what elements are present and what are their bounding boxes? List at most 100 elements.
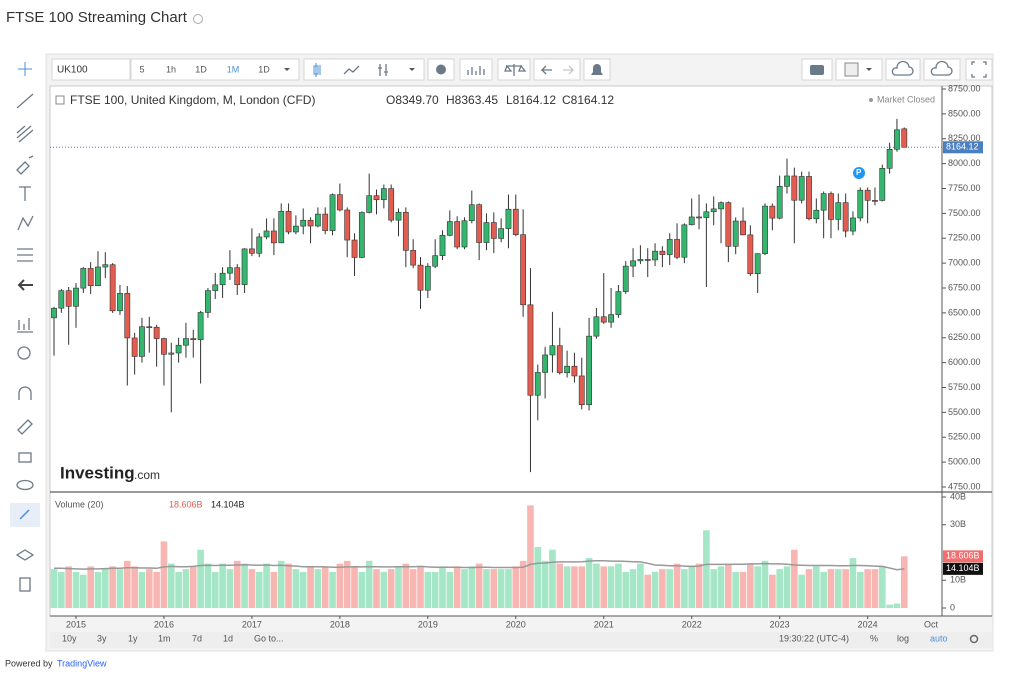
volume-bar	[395, 566, 402, 608]
candle-body	[446, 221, 453, 236]
brush-tool[interactable]	[16, 155, 34, 175]
candle-body	[285, 211, 292, 233]
volume-bar	[299, 571, 307, 608]
ohlc-low: L8164.12	[506, 93, 556, 107]
volume-bar	[607, 566, 615, 608]
volume-bar	[116, 569, 124, 608]
range-button[interactable]: 3y	[97, 633, 107, 643]
indicators-icon	[467, 66, 485, 75]
indicators-button[interactable]	[459, 58, 493, 81]
pivot-marker[interactable]	[853, 167, 865, 179]
volume-bar	[835, 569, 842, 608]
volume-bar	[475, 563, 483, 608]
fullscreen-button[interactable]	[965, 58, 993, 81]
color-button[interactable]	[835, 58, 883, 81]
redo-icon[interactable]	[563, 65, 575, 75]
zoom-tool[interactable]	[17, 346, 31, 360]
volume-bar	[307, 566, 314, 608]
volume-tick-label: 10B	[950, 575, 966, 585]
pattern-tool[interactable]	[17, 215, 34, 231]
volume-bar	[541, 560, 549, 608]
volume-bar	[50, 569, 58, 608]
symbol-input[interactable]	[51, 58, 131, 81]
info-icon[interactable]	[193, 14, 203, 24]
volume-bar	[622, 571, 630, 608]
volume-bar	[277, 560, 285, 608]
volume-bar	[871, 569, 879, 608]
volume-bar	[285, 563, 292, 608]
candle-body	[622, 265, 629, 292]
x-tick-label: 2021	[594, 619, 614, 629]
fib-tool[interactable]	[16, 125, 34, 143]
link-tool[interactable]	[19, 509, 30, 520]
volume-bar	[527, 505, 534, 608]
volume-tick-label: 0	[950, 602, 955, 612]
fullscreen-icon	[971, 61, 987, 78]
interval-buttons: 5 1h 1D 1M 1D	[130, 58, 300, 81]
market-status: Market Closed	[877, 94, 935, 104]
x-tick-label: 2019	[418, 619, 438, 629]
measure-tool[interactable]	[17, 318, 33, 333]
y-tick-label: 6250.00	[948, 332, 981, 342]
candle-body	[454, 221, 461, 248]
interval[interactable]: 1D	[195, 64, 207, 74]
trendline-tool[interactable]	[16, 93, 34, 109]
settings-icon[interactable]	[969, 634, 979, 644]
y-tick-label: 7000.00	[948, 258, 981, 268]
interval[interactable]: 1D	[258, 64, 270, 74]
x-tick-label: 2016	[154, 619, 174, 629]
delete-tool[interactable]	[19, 577, 31, 592]
auto-toggle[interactable]: auto	[930, 633, 948, 643]
range-button[interactable]: 10y	[62, 633, 77, 643]
save-button[interactable]	[923, 58, 961, 81]
dropdown-arrow[interactable]	[284, 68, 290, 71]
range-button[interactable]: 1y	[128, 633, 138, 643]
back-tool[interactable]	[17, 279, 33, 291]
y-tick-label: 5250.00	[948, 432, 981, 442]
log-toggle[interactable]: log	[897, 633, 909, 643]
candle-body	[710, 208, 717, 213]
volume-bar	[160, 541, 168, 608]
range-button[interactable]: 7d	[192, 633, 202, 643]
interval[interactable]: 1M	[227, 64, 240, 74]
crosshair-tool[interactable]	[18, 62, 32, 76]
volume-bar	[94, 571, 102, 608]
volume-bar	[431, 571, 439, 608]
interval[interactable]: 5	[139, 64, 144, 74]
y-tick-label: 8250.00	[948, 133, 981, 143]
collapse-icon[interactable]	[55, 95, 65, 105]
line-icon[interactable]	[343, 65, 360, 75]
volume-bar	[417, 566, 424, 608]
candle-body	[857, 189, 864, 219]
hide-tool[interactable]	[16, 479, 34, 491]
load-button[interactable]	[885, 58, 921, 81]
lock-tool[interactable]	[18, 452, 32, 463]
stay-drawing-tool[interactable]	[17, 419, 33, 435]
provider-link[interactable]: TradingView	[57, 658, 107, 668]
range-button[interactable]: 1m	[158, 633, 171, 643]
volume-bar	[585, 558, 593, 608]
candle-body	[329, 194, 336, 231]
candle-body	[461, 220, 468, 248]
dropdown-arrow[interactable]	[409, 68, 415, 71]
candle-body	[586, 335, 592, 406]
prediction-tool[interactable]	[17, 248, 33, 262]
text-tool[interactable]	[19, 186, 31, 201]
volume-bar	[878, 566, 886, 608]
magnet-tool[interactable]	[18, 386, 32, 400]
dropdown-arrow	[866, 68, 872, 71]
volume-bar	[336, 563, 344, 608]
layers-tool[interactable]	[15, 549, 35, 561]
candle-body	[762, 205, 768, 254]
undo-icon[interactable]	[540, 65, 552, 75]
compare-icon[interactable]	[378, 64, 388, 76]
watermark-suffix: .com	[134, 468, 160, 482]
volume-bar	[578, 566, 586, 608]
candle-icon[interactable]	[313, 63, 321, 77]
interval[interactable]: 1h	[166, 64, 176, 74]
goto-button[interactable]: Go to...	[254, 633, 284, 643]
range-button[interactable]: 1d	[223, 633, 233, 643]
volume-bar	[241, 563, 248, 608]
percent-toggle[interactable]: %	[870, 633, 878, 643]
volume-bar	[197, 549, 204, 608]
